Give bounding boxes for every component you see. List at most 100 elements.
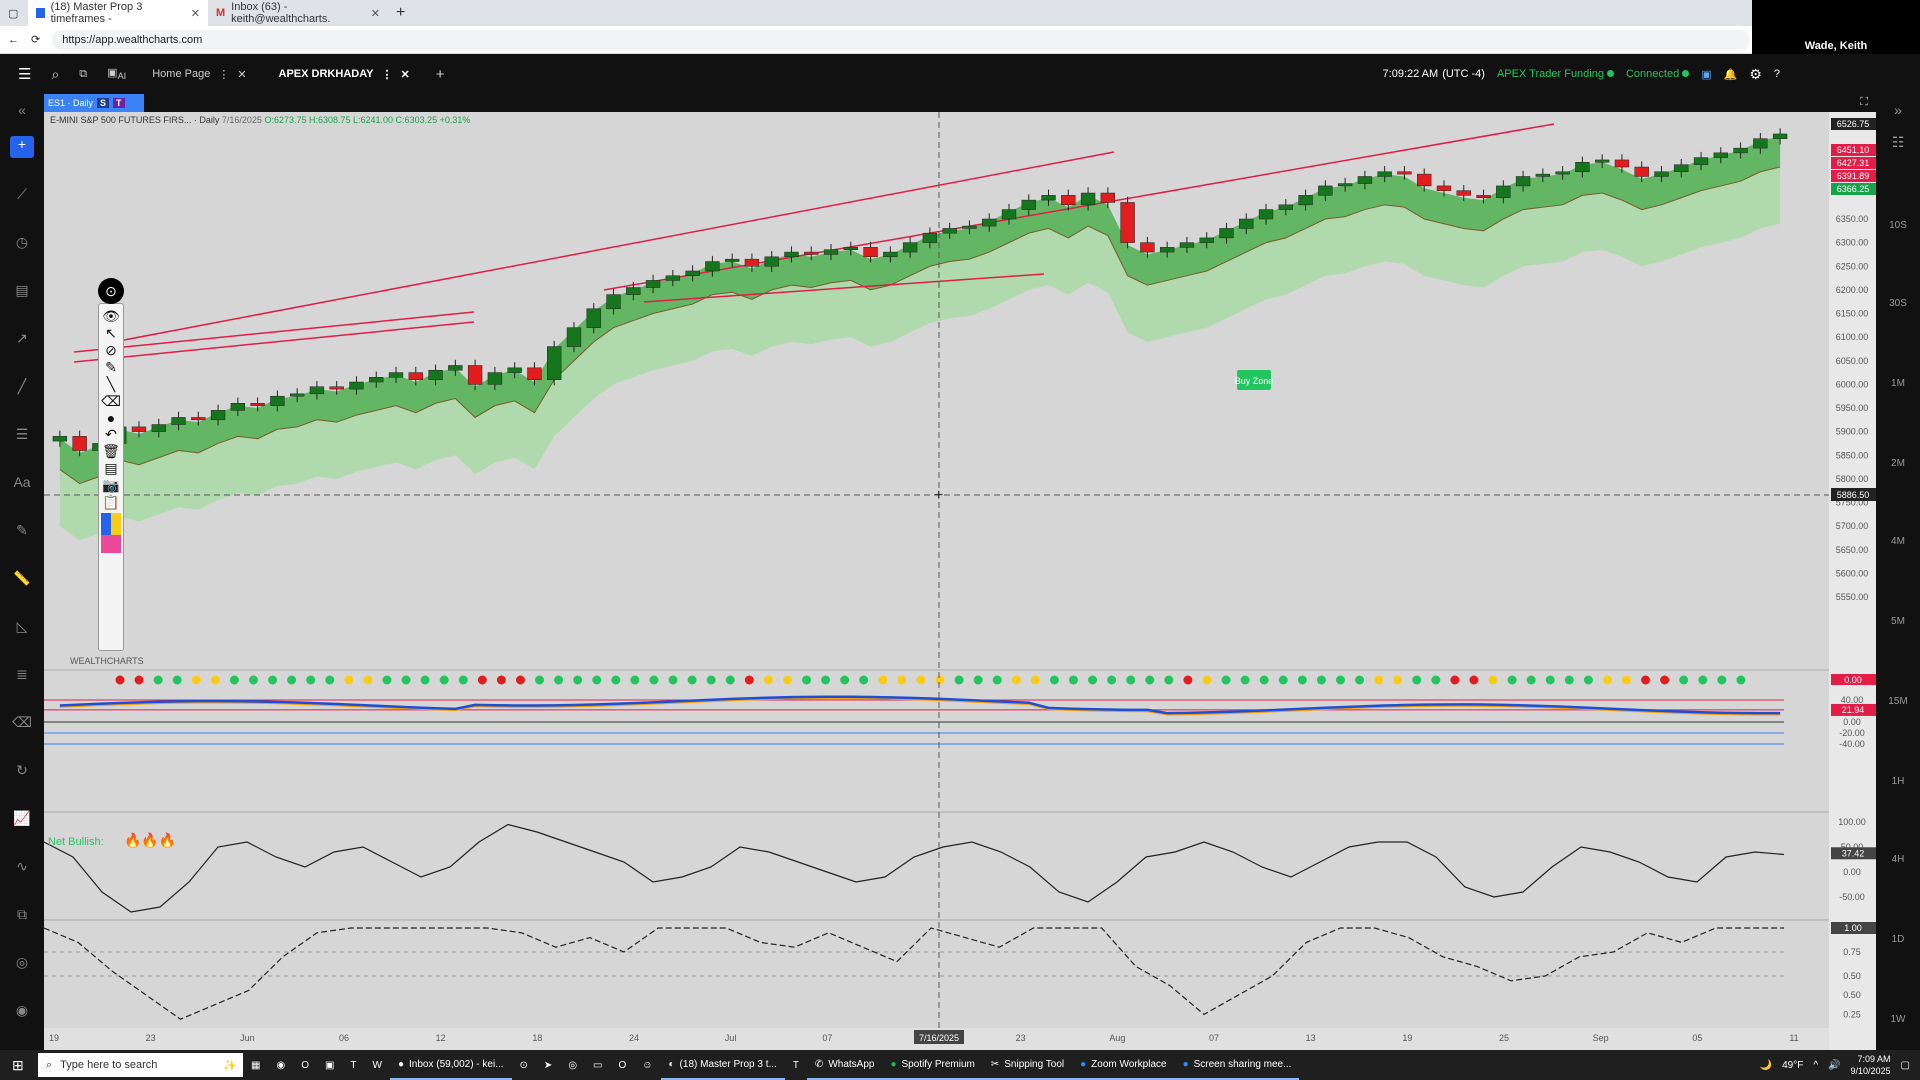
close-tab-icon[interactable]: ✕ [237, 68, 247, 81]
teams-icon[interactable]: T [350, 1059, 357, 1071]
browser-tab-wealthcharts[interactable]: (18) Master Prop 3 timeframes - ✕ [28, 0, 208, 26]
pencil-icon[interactable]: ✎ [16, 522, 28, 538]
broker-account[interactable]: APEX Trader Funding [1497, 68, 1614, 80]
calendar-icon[interactable]: ▤ [15, 282, 29, 298]
taskbar-app-icon[interactable]: ▣ [324, 1059, 335, 1071]
hamburger-menu-icon[interactable]: ☰ [18, 66, 32, 83]
collapse-right-icon[interactable]: » [1894, 102, 1902, 118]
browser-tab-gmail[interactable]: M Inbox (63) - keith@wealthcharts. ✕ [216, 1, 380, 25]
timeframe-4m[interactable]: 4M [1891, 536, 1905, 547]
ruler-icon[interactable]: 📏 [13, 570, 31, 586]
line-icon[interactable]: ╲ [106, 376, 116, 392]
layers-icon[interactable]: ▤ [104, 460, 118, 476]
close-tab-icon[interactable]: ✕ [400, 68, 410, 81]
tab-home-page[interactable]: Home Page ⋮ ✕ [152, 68, 247, 81]
eye-icon[interactable]: 👁 [102, 308, 120, 324]
taskbar-whatsapp[interactable]: ✆ WhatsApp [806, 1050, 883, 1080]
timeframe-4h[interactable]: 4H [1891, 854, 1905, 865]
outlook-icon[interactable]: O [301, 1059, 309, 1071]
volume-icon[interactable]: 🔊 [1828, 1059, 1841, 1071]
tab-menu-icon[interactable]: ⋮ [381, 68, 393, 81]
fib-tool-icon[interactable]: ☰ [15, 426, 29, 442]
trash-icon[interactable]: 🗑 [102, 443, 120, 459]
timeframe-2m[interactable]: 2M [1891, 458, 1905, 469]
teams-icon[interactable]: T [792, 1059, 799, 1071]
measure-icon[interactable]: ◺ [16, 618, 28, 634]
discord-icon[interactable]: ☺ [642, 1059, 653, 1071]
timeframe-30s[interactable]: 30S [1889, 298, 1907, 309]
camera-icon[interactable]: 📷 [102, 477, 120, 493]
reload-icon[interactable]: ⟳ [31, 34, 41, 46]
undo-icon[interactable]: ↶ [105, 426, 117, 442]
outlook-icon[interactable]: O [618, 1059, 627, 1071]
buy-zone-badge[interactable] [1237, 370, 1271, 390]
price-chart[interactable]: 6350.00 6300.00 6250.00 6200.00 6150.00 6100.… [44, 112, 1876, 1050]
pointer-icon[interactable]: ↖ [105, 325, 117, 341]
file-explorer-icon[interactable]: ▭ [593, 1059, 603, 1071]
taskbar-search[interactable]: ⌕ Type here to search ✨ [38, 1053, 243, 1077]
window-menu-icon[interactable]: ▢ [8, 7, 19, 20]
word-icon[interactable]: W [372, 1059, 382, 1071]
add-tool-button[interactable]: + [10, 136, 34, 158]
list-icon[interactable]: ≣ [16, 666, 28, 682]
text-tool-icon[interactable]: Aa [13, 474, 31, 490]
indicators-icon[interactable]: ⟋ [17, 186, 27, 202]
magnet-off-icon[interactable]: ⊘ [105, 342, 117, 358]
trend-icon[interactable]: ↗ [16, 330, 28, 346]
tab-menu-icon[interactable]: ⋮ [218, 68, 230, 81]
telegram-icon[interactable]: ➤ [543, 1059, 553, 1071]
chrome-icon[interactable]: ◎ [568, 1059, 578, 1071]
dot-icon[interactable]: ● [106, 410, 116, 426]
wave-icon[interactable]: ∿ [16, 858, 28, 874]
taskbar-clock[interactable]: 7:09 AM 9/10/2025 [1850, 1054, 1891, 1076]
fullscreen-icon[interactable]: ⛶ [1860, 96, 1868, 108]
eraser-icon[interactable]: ⌫ [12, 714, 32, 730]
help-icon[interactable]: ? [1773, 68, 1780, 80]
symbol-tab[interactable]: ES1 · Daily S T [44, 94, 144, 112]
timeframe-5m[interactable]: 5M [1891, 616, 1905, 627]
record-icon[interactable]: ◉ [15, 1002, 29, 1018]
timeframe-1m[interactable]: 1M [1891, 378, 1905, 389]
ai-assistant-button[interactable]: ▣AI [107, 67, 127, 82]
windows-start-icon[interactable]: ⊞ [12, 1056, 24, 1073]
layouts-icon[interactable]: ⧉ [79, 67, 88, 80]
timeframe-15m[interactable]: 15M [1888, 696, 1908, 707]
taskbar-master-prop[interactable]: ◐ (18) Master Prop 3 t... [660, 1050, 785, 1080]
tray-chevron-icon[interactable]: ^ [1813, 1059, 1819, 1071]
tab-apex-drkhaday[interactable]: APEX DRKHADAY ⋮ ✕ [278, 68, 410, 81]
taskbar-spotify[interactable]: ● Spotify Premium [882, 1050, 983, 1080]
line-tool-icon[interactable]: ╱ [17, 378, 27, 394]
close-tab-icon[interactable]: ✕ [190, 7, 200, 20]
notifications-bell-icon[interactable]: 🔔 [1723, 68, 1738, 81]
taskbar-snipping-tool[interactable]: ✂ Snipping Tool [982, 1050, 1073, 1080]
eraser-icon[interactable]: ⌫ [101, 393, 121, 409]
search-icon[interactable]: ⌕ [51, 65, 60, 82]
collapse-left-icon[interactable]: « [18, 102, 26, 118]
target-icon[interactable]: ◎ [15, 954, 29, 970]
cycle-icon[interactable]: ↻ [16, 762, 28, 778]
close-tab-icon[interactable]: ✕ [370, 7, 380, 20]
chart-line-icon[interactable]: 📈 [13, 810, 31, 826]
magenta-swatch-icon[interactable] [101, 535, 121, 553]
copy-icon[interactable]: ⧉ [17, 906, 27, 922]
timeframe-1h[interactable]: 1H [1891, 776, 1905, 787]
watchlist-icon[interactable]: ☷ [1891, 134, 1905, 150]
save-icon[interactable]: ▣ [1701, 68, 1712, 81]
taskbar-screen-sharing[interactable]: ● Screen sharing mee... [1174, 1050, 1300, 1080]
add-tab-button[interactable]: + [435, 65, 445, 83]
clipboard-icon[interactable]: 📋 [102, 494, 120, 510]
settings-gear-icon[interactable]: ⚙ [1749, 65, 1762, 82]
color-swatch-icon[interactable] [101, 513, 121, 535]
taskbar-zoom[interactable]: ● Zoom Workplace [1072, 1050, 1175, 1080]
replay-clock-icon[interactable]: ◷ [15, 234, 29, 250]
new-tab-button[interactable]: + [396, 4, 406, 21]
taskbar-app-icon[interactable]: ◉ [276, 1059, 286, 1071]
timeframe-1w[interactable]: 1W [1890, 1014, 1906, 1025]
pencil-icon[interactable]: ✎ [105, 359, 117, 375]
taskbar-app-icon[interactable]: ⊙ [519, 1059, 528, 1071]
notifications-icon[interactable]: ▢ [1900, 1059, 1910, 1071]
timeframe-1d[interactable]: 1D [1891, 934, 1905, 945]
timeframe-10s[interactable]: 10S [1889, 220, 1907, 231]
taskbar-app-icon[interactable]: ▦ [251, 1059, 261, 1071]
back-icon[interactable]: ← [8, 33, 19, 46]
